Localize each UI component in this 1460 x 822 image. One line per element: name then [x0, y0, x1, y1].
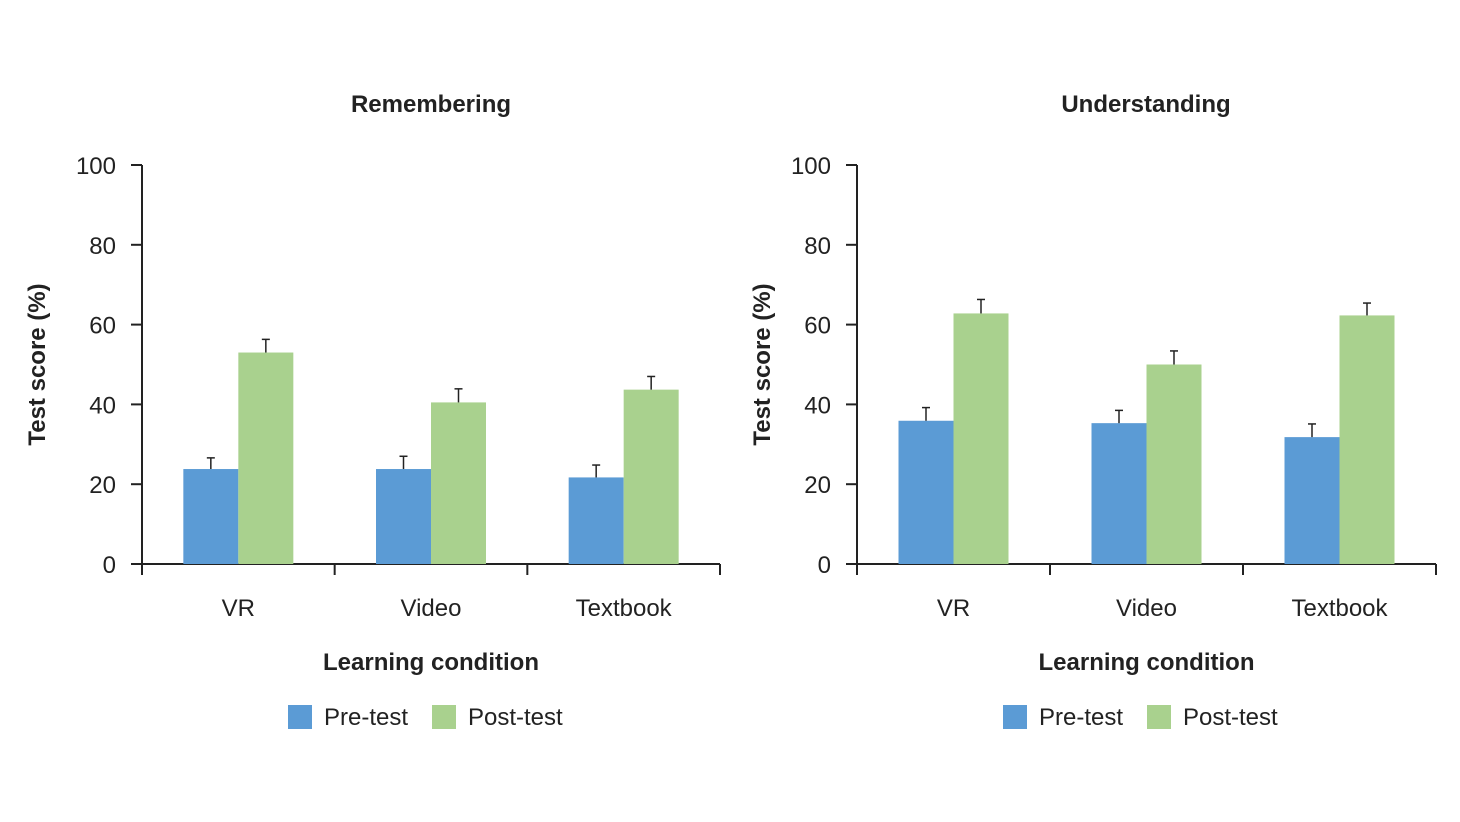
x-tick-label: Video: [401, 595, 462, 622]
bar-pre-test-vr: [183, 469, 239, 564]
bar-pre-test-vr: [898, 420, 954, 564]
y-tick-label: 60: [804, 313, 831, 340]
y-tick-label: 20: [89, 472, 116, 499]
bar-pre-test-video: [1091, 423, 1147, 564]
y-tick-label: 0: [103, 552, 116, 579]
legend-swatch-post-test: [432, 705, 456, 729]
legend-swatch-pre-test: [1003, 705, 1027, 729]
chart-title: Understanding: [1061, 91, 1230, 118]
x-tick-label: VR: [937, 595, 970, 622]
y-tick-label: 100: [76, 153, 116, 180]
y-tick-label: 40: [804, 392, 831, 419]
bar-pre-test-textbook: [1284, 437, 1340, 564]
bar-post-test-vr: [238, 352, 294, 564]
y-tick-label: 60: [89, 313, 116, 340]
x-tick-label: Textbook: [576, 595, 673, 622]
chart-panel-understanding: Understanding 0 20 40 60 80 100 VR Video Textbook…: [749, 91, 1437, 731]
y-tick-label: 80: [804, 233, 831, 260]
y-axis-title: Test score (%): [24, 283, 51, 445]
x-tick-label: Video: [1116, 595, 1177, 622]
legend-swatch-post-test: [1147, 705, 1171, 729]
y-axis-title: Test score (%): [749, 283, 776, 445]
y-tick-label: 80: [89, 233, 116, 260]
y-tick-label: 40: [89, 392, 116, 419]
bar-post-test-textbook: [623, 389, 679, 564]
bar-post-test-textbook: [1339, 315, 1395, 564]
x-axis-title: Learning condition: [1039, 649, 1255, 676]
bar-post-test-video: [431, 402, 486, 564]
x-tick-label: Textbook: [1291, 595, 1388, 622]
x-tick-label: VR: [222, 595, 255, 622]
bar-pre-test-video: [376, 469, 431, 564]
bar-post-test-video: [1146, 364, 1202, 564]
y-tick-label: 100: [791, 153, 831, 180]
y-tick-label: 20: [804, 472, 831, 499]
x-axis-title: Learning condition: [323, 649, 539, 676]
legend-label: Pre-test: [324, 704, 408, 731]
legend-label: Post-test: [468, 704, 563, 731]
bar-pre-test-textbook: [568, 477, 624, 564]
y-tick-label: 0: [818, 552, 831, 579]
bar-post-test-vr: [953, 313, 1009, 564]
legend-swatch-pre-test: [288, 705, 312, 729]
legend-label: Post-test: [1183, 704, 1278, 731]
chart-panel-remembering: Remembering 0 20 40 60 80 100 VR Video Textbook Le…: [24, 91, 721, 731]
legend-label: Pre-test: [1039, 704, 1123, 731]
chart-title: Remembering: [351, 91, 511, 118]
